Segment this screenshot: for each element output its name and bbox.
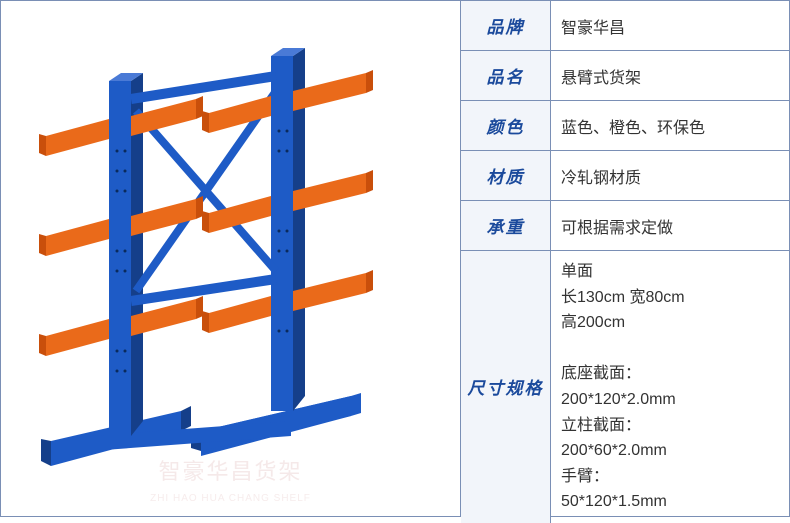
spec-value-name: 悬臂式货架 [551, 51, 789, 100]
table-row: 品名 悬臂式货架 [461, 51, 789, 101]
watermark-subtext: ZHI HAO HUA CHANG SHELF [150, 493, 311, 504]
table-row: 材质 冷轧钢材质 [461, 151, 789, 201]
spec-value-load: 可根据需求定做 [551, 201, 789, 250]
table-row: 承重 可根据需求定做 [461, 201, 789, 251]
table-row: 颜色 蓝色、橙色、环保色 [461, 101, 789, 151]
spec-value-dimensions: 单面 长130cm 宽80cm 高200cm 底座截面： 200*120*2.0… [551, 251, 789, 523]
spec-label-color: 颜色 [461, 101, 551, 150]
table-row: 尺寸规格 单面 长130cm 宽80cm 高200cm 底座截面： 200*12… [461, 251, 789, 523]
spec-value-material: 冷轧钢材质 [551, 151, 789, 200]
spec-label-name: 品名 [461, 51, 551, 100]
cantilever-rack-illustration [31, 21, 431, 481]
spec-table: 品牌 智豪华昌 品名 悬臂式货架 颜色 蓝色、橙色、环保色 材质 冷轧钢材质 承… [461, 1, 789, 516]
spec-value-color: 蓝色、橙色、环保色 [551, 101, 789, 150]
product-spec-container: 智豪华昌货架 ZHI HAO HUA CHANG SHELF 品牌 智豪华昌 品… [0, 0, 790, 517]
spec-label-dimensions: 尺寸规格 [461, 251, 551, 523]
table-row: 品牌 智豪华昌 [461, 1, 789, 51]
spec-label-brand: 品牌 [461, 1, 551, 50]
watermark-text: 智豪华昌货架 [158, 454, 302, 486]
spec-label-material: 材质 [461, 151, 551, 200]
spec-label-load: 承重 [461, 201, 551, 250]
spec-value-brand: 智豪华昌 [551, 1, 789, 50]
product-image-panel: 智豪华昌货架 ZHI HAO HUA CHANG SHELF [1, 1, 461, 516]
